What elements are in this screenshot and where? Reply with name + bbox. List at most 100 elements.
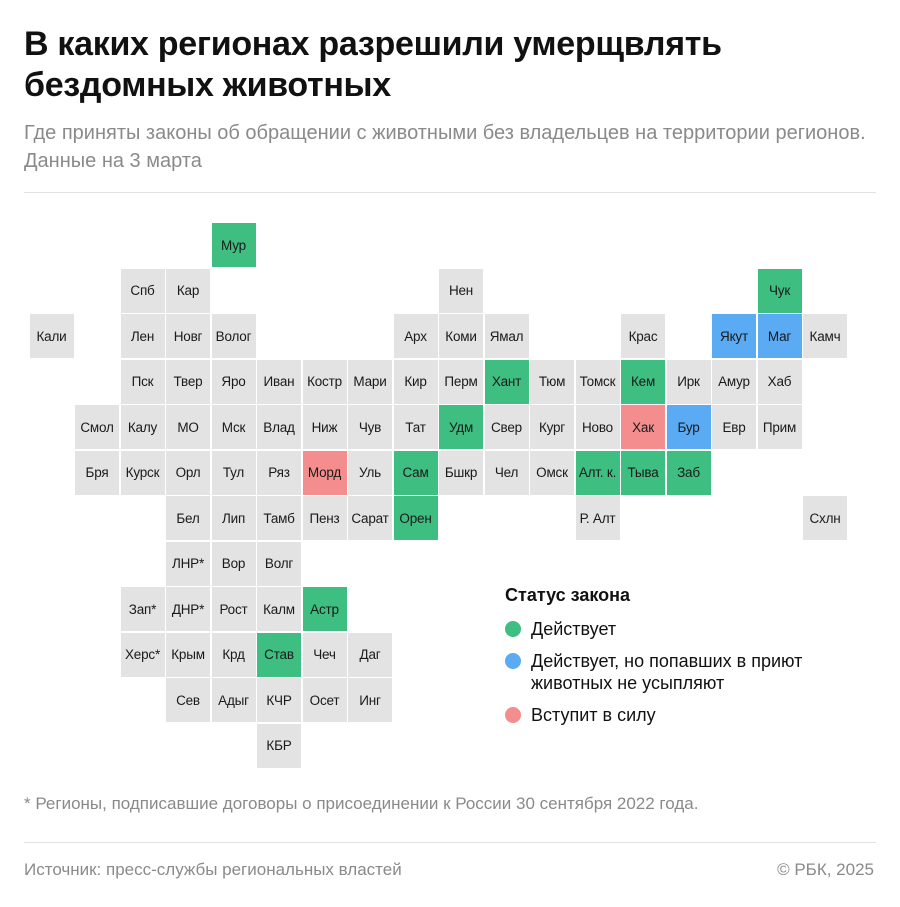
region-tile: Волг — [257, 541, 301, 586]
region-tile: Бур — [666, 405, 711, 449]
region-tile: Даг — [348, 632, 392, 677]
region-tile: Ряз — [257, 450, 301, 495]
region-tile: Хант — [484, 359, 529, 404]
footnote: * Регионы, подписавшие договоры о присое… — [24, 794, 699, 813]
region-tile: Бел — [166, 496, 210, 540]
region-tile: Свер — [484, 405, 529, 449]
region-tile: Чел — [484, 450, 529, 495]
region-tile: Осет — [302, 678, 347, 722]
legend-dot-pending — [505, 707, 521, 723]
region-tile: ЛНР* — [166, 541, 210, 586]
region-tile: Ирк — [666, 359, 711, 404]
region-tile: Морд — [302, 450, 347, 495]
legend-dot-active — [505, 621, 521, 637]
legend-label-active: Действует — [531, 619, 617, 639]
region-tile: Удм — [439, 405, 483, 449]
region-tile: Волог — [211, 314, 256, 358]
region-tile: Херс* — [120, 632, 165, 677]
region-tile: Бшкр — [439, 450, 483, 495]
legend-title: Статус закона — [505, 585, 631, 605]
legend-item-active: Действует — [505, 618, 885, 640]
region-tile: Чеч — [302, 632, 347, 677]
region-tile: КБР — [257, 723, 301, 768]
region-tile: КЧР — [257, 678, 301, 722]
region-tile: Тыва — [621, 450, 665, 495]
region-tile: Чук — [757, 268, 802, 313]
region-tile: Ново — [575, 405, 620, 449]
region-tile: Хак — [621, 405, 665, 449]
region-tile: Уль — [348, 450, 392, 495]
region-tile: Крд — [211, 632, 256, 677]
region-tile: Тюм — [530, 359, 574, 404]
top-divider — [24, 192, 876, 193]
region-tile: Амур — [712, 359, 756, 404]
legend-label-pending: Вступит в силу — [531, 705, 656, 725]
region-tile: Орл — [166, 450, 210, 495]
region-tile: Смол — [75, 405, 119, 449]
region-tile: Кург — [530, 405, 574, 449]
region-tile: Лип — [211, 496, 256, 540]
legend-label-active-no-euthanasia: Действует, но попавших в приют животных … — [531, 651, 803, 693]
region-tile: Омск — [530, 450, 574, 495]
region-tile: Сам — [393, 450, 438, 495]
region-tile: Нен — [439, 268, 483, 313]
region-tile: Астр — [302, 587, 347, 631]
region-tile: Влад — [257, 405, 301, 449]
bottom-divider — [24, 842, 876, 843]
region-tile: Мур — [211, 223, 256, 267]
region-tile: Калм — [257, 587, 301, 631]
region-tile: Адыг — [211, 678, 256, 722]
region-tile: МО — [166, 405, 210, 449]
region-tile: Кир — [393, 359, 438, 404]
legend-item-active-no-euthanasia: Действует, но попавших в приют животных … — [505, 650, 885, 694]
region-tile: Сарат — [348, 496, 392, 540]
region-tile: Арх — [393, 314, 438, 358]
region-tile: Маг — [757, 314, 802, 358]
region-tile: Коми — [439, 314, 483, 358]
region-tile: Курск — [120, 450, 165, 495]
region-tile: Крас — [621, 314, 665, 358]
region-tile: Тат — [393, 405, 438, 449]
legend: Статус закона Действует Действует, но по… — [505, 584, 885, 736]
region-tile: Кали — [29, 314, 74, 358]
region-tile: Вор — [211, 541, 256, 586]
region-tile: Инг — [348, 678, 392, 722]
region-tile: Яро — [211, 359, 256, 404]
page-subtitle: Где приняты законы об обращении с животн… — [24, 122, 866, 172]
region-tile: Перм — [439, 359, 483, 404]
region-tile: Заб — [666, 450, 711, 495]
region-tile: Прим — [757, 405, 802, 449]
copyright: © РБК, 2025 — [777, 860, 874, 879]
region-tile: Тамб — [257, 496, 301, 540]
region-tile: Лен — [120, 314, 165, 358]
region-tile: Сев — [166, 678, 210, 722]
region-tile: Хаб — [757, 359, 802, 404]
region-tile: Чув — [348, 405, 392, 449]
region-tile: Мск — [211, 405, 256, 449]
region-tile: Иван — [257, 359, 301, 404]
region-tile: Зап* — [120, 587, 165, 631]
region-tile: Бря — [75, 450, 119, 495]
source-note: Источник: пресс-службы региональных влас… — [24, 860, 402, 879]
region-tile: Якут — [712, 314, 756, 358]
region-tile: Новг — [166, 314, 210, 358]
region-tile: Кем — [621, 359, 665, 404]
legend-item-pending: Вступит в силу — [505, 704, 885, 726]
region-tile: Спб — [120, 268, 165, 313]
region-tile: ДНР* — [166, 587, 210, 631]
region-tile: Крым — [166, 632, 210, 677]
region-tile: Камч — [803, 314, 847, 358]
region-tile: Томск — [575, 359, 620, 404]
region-tile: Пск — [120, 359, 165, 404]
region-tile: Калу — [120, 405, 165, 449]
region-tile: Мари — [348, 359, 392, 404]
region-tile: Пенз — [302, 496, 347, 540]
region-tile: Евр — [712, 405, 756, 449]
region-tile: Костр — [302, 359, 347, 404]
region-tile: Ямал — [484, 314, 529, 358]
region-tile: Твер — [166, 359, 210, 404]
region-tile: Р. Алт — [575, 496, 620, 540]
page-title: В каких регионах разрешили умерщвлять бе… — [24, 25, 722, 104]
region-tile: Тул — [211, 450, 256, 495]
